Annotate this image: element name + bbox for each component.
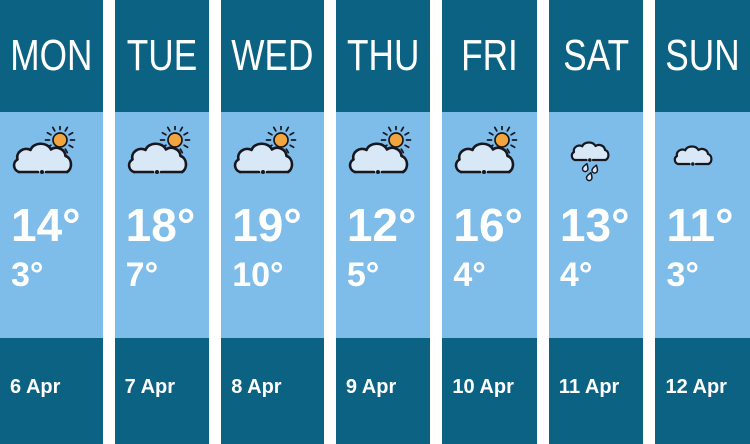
day-footer: 12 Apr [655, 338, 750, 444]
low-temperature: 7° [125, 256, 159, 294]
day-footer: 11 Apr [548, 338, 644, 444]
low-temperature: 5° [346, 256, 380, 294]
day-body: 16° 4° [442, 112, 537, 338]
day-name-label: MON [10, 31, 93, 80]
day-header: TUE [114, 0, 210, 112]
weather-icon-slot [453, 126, 521, 184]
low-temperature: 4° [453, 256, 486, 294]
low-temperature: 10° [232, 256, 284, 294]
sun-behind-cloud-icon [233, 126, 297, 174]
day-column: TUE [114, 0, 210, 444]
date-label: 12 Apr [665, 376, 727, 398]
weather-icon-slot [11, 126, 79, 184]
high-temperature: 14° [11, 199, 81, 251]
high-temperature: 13° [559, 199, 630, 251]
weather-icon-slot [666, 126, 734, 184]
day-footer: 7 Apr [114, 338, 210, 444]
high-temperature: 18° [125, 199, 196, 251]
day-footer: 6 Apr [0, 338, 103, 444]
date-label: 6 Apr [10, 376, 61, 398]
sun-behind-cloud-icon [348, 126, 412, 174]
day-header: THU [335, 0, 431, 112]
sun-behind-cloud-icon [455, 126, 518, 174]
day-header: FRI [442, 0, 537, 112]
day-name-label: SAT [563, 31, 630, 80]
rain-cloud-icon [570, 141, 610, 182]
high-temperature: 19° [232, 199, 302, 251]
day-header: WED [221, 0, 324, 112]
date-label: 11 Apr [558, 376, 620, 398]
day-footer: 10 Apr [442, 338, 537, 444]
date-label: 10 Apr [452, 376, 514, 398]
day-body: 14° 3° [0, 112, 103, 338]
date-label: 9 Apr [345, 376, 397, 398]
low-temperature: 3° [11, 256, 44, 294]
day-column: FRI [442, 0, 537, 444]
day-name-label: THU [346, 31, 420, 80]
day-name-label: TUE [126, 31, 198, 80]
day-body: 11° 3° [655, 112, 750, 338]
low-temperature: 3° [666, 256, 699, 294]
low-temperature: 4° [559, 256, 593, 294]
day-body: 18° 7° [114, 112, 210, 338]
day-column: THU [335, 0, 431, 444]
sun-behind-cloud-icon [127, 126, 191, 174]
weather-icon-slot [560, 126, 628, 184]
day-header: SUN [655, 0, 750, 112]
high-temperature: 12° [346, 199, 417, 251]
day-body: 19° 10° [221, 112, 324, 338]
day-body: 12° 5° [335, 112, 431, 338]
high-temperature: 16° [453, 199, 523, 251]
day-column: SAT [548, 0, 644, 444]
date-label: 7 Apr [124, 376, 176, 398]
day-name-label: WED [231, 31, 314, 80]
weather-icon-slot [347, 126, 415, 184]
high-temperature: 11° [666, 199, 734, 251]
sun-behind-cloud-icon [12, 126, 76, 174]
weather-icon-slot [126, 126, 194, 184]
date-label: 8 Apr [231, 376, 282, 398]
day-name-label: FRI [461, 31, 519, 80]
day-column: WED [221, 0, 324, 444]
day-header: SAT [548, 0, 644, 112]
day-footer: 9 Apr [335, 338, 431, 444]
day-name-label: SUN [665, 31, 740, 80]
day-footer: 8 Apr [221, 338, 324, 444]
weather-icon-slot [232, 126, 300, 184]
day-column: MON [0, 0, 103, 444]
day-body: 13° 4° [548, 112, 644, 338]
day-column: SUN [655, 0, 750, 444]
cloud-icon [674, 145, 713, 166]
day-header: MON [0, 0, 103, 112]
